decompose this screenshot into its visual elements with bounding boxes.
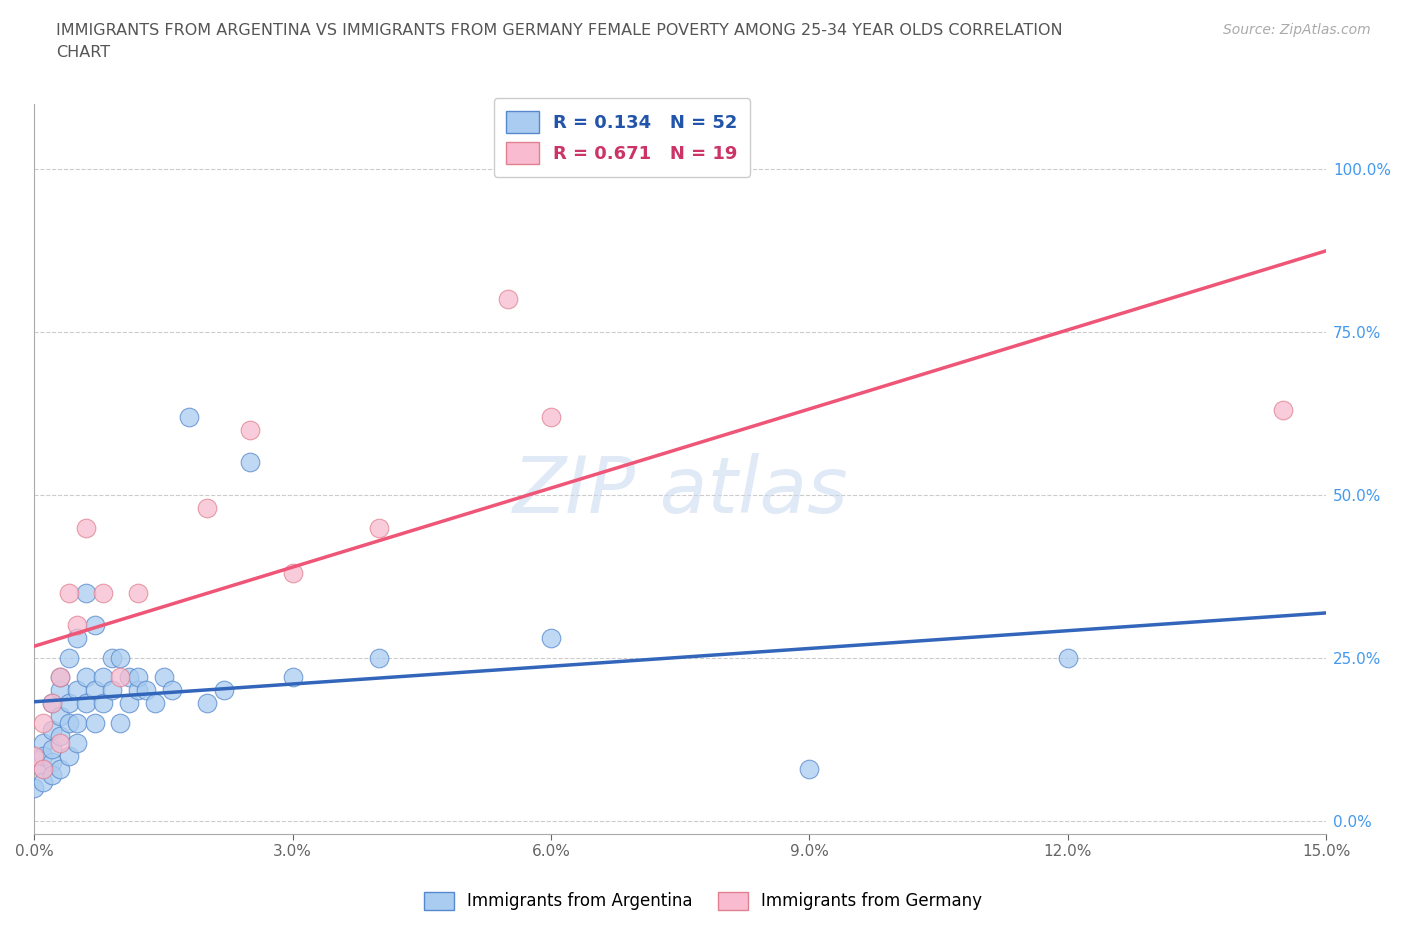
Point (540, 631, 562, 645)
Point (91, 696, 114, 711)
Point (118, 696, 141, 711)
Text: IMMIGRANTS FROM ARGENTINA VS IMMIGRANTS FROM GERMANY FEMALE POVERTY AMONG 25-34 : IMMIGRANTS FROM ARGENTINA VS IMMIGRANTS … (56, 23, 1063, 60)
Point (101, 683, 124, 698)
Point (152, 670, 174, 684)
Point (110, 715, 132, 730)
Point (32, 761, 55, 776)
Point (32, 715, 55, 730)
Point (367, 520, 389, 535)
Point (41, 754, 63, 769)
Point (91, 585, 114, 600)
Point (239, 422, 262, 437)
Point (49, 728, 72, 743)
Point (49, 670, 72, 684)
Point (22, 748, 45, 763)
Point (58, 650, 80, 665)
Text: Source: ZipAtlas.com: Source: ZipAtlas.com (1223, 23, 1371, 37)
Point (66, 618, 89, 632)
Point (32, 748, 55, 763)
Point (143, 696, 166, 711)
Point (127, 670, 149, 684)
Point (195, 500, 218, 515)
Point (66, 631, 89, 645)
Point (1056, 650, 1078, 665)
Point (179, 409, 201, 424)
Legend: R = 0.134   N = 52, R = 0.671   N = 19: R = 0.134 N = 52, R = 0.671 N = 19 (494, 99, 751, 177)
Point (367, 650, 389, 665)
Point (75, 670, 97, 684)
Point (41, 767, 63, 782)
Point (110, 650, 132, 665)
Point (83, 715, 105, 730)
Point (101, 650, 124, 665)
Point (127, 585, 149, 600)
Point (135, 683, 157, 698)
Point (540, 409, 562, 424)
Point (58, 585, 80, 600)
Point (41, 741, 63, 756)
Point (118, 670, 141, 684)
Point (66, 683, 89, 698)
Point (49, 761, 72, 776)
Point (41, 722, 63, 737)
Point (58, 748, 80, 763)
Point (32, 774, 55, 789)
Point (49, 670, 72, 684)
Point (110, 670, 132, 684)
Point (49, 735, 72, 750)
Point (83, 683, 105, 698)
Point (239, 455, 262, 470)
Text: ZIP atlas: ZIP atlas (512, 453, 848, 529)
Point (66, 735, 89, 750)
Point (75, 520, 97, 535)
Point (1272, 403, 1295, 418)
Point (799, 761, 821, 776)
Point (49, 709, 72, 724)
Point (83, 618, 105, 632)
Point (75, 696, 97, 711)
Point (212, 683, 235, 698)
Point (127, 683, 149, 698)
Point (91, 670, 114, 684)
Point (281, 670, 304, 684)
Point (195, 696, 218, 711)
Point (32, 735, 55, 750)
Point (58, 696, 80, 711)
Point (160, 683, 183, 698)
Point (49, 683, 72, 698)
Point (22, 780, 45, 795)
Point (32, 761, 55, 776)
Point (66, 715, 89, 730)
Point (41, 696, 63, 711)
Point (58, 715, 80, 730)
Point (281, 565, 304, 580)
Point (75, 585, 97, 600)
Point (41, 696, 63, 711)
Legend: Immigrants from Argentina, Immigrants from Germany: Immigrants from Argentina, Immigrants fr… (418, 885, 988, 917)
Point (496, 292, 519, 307)
